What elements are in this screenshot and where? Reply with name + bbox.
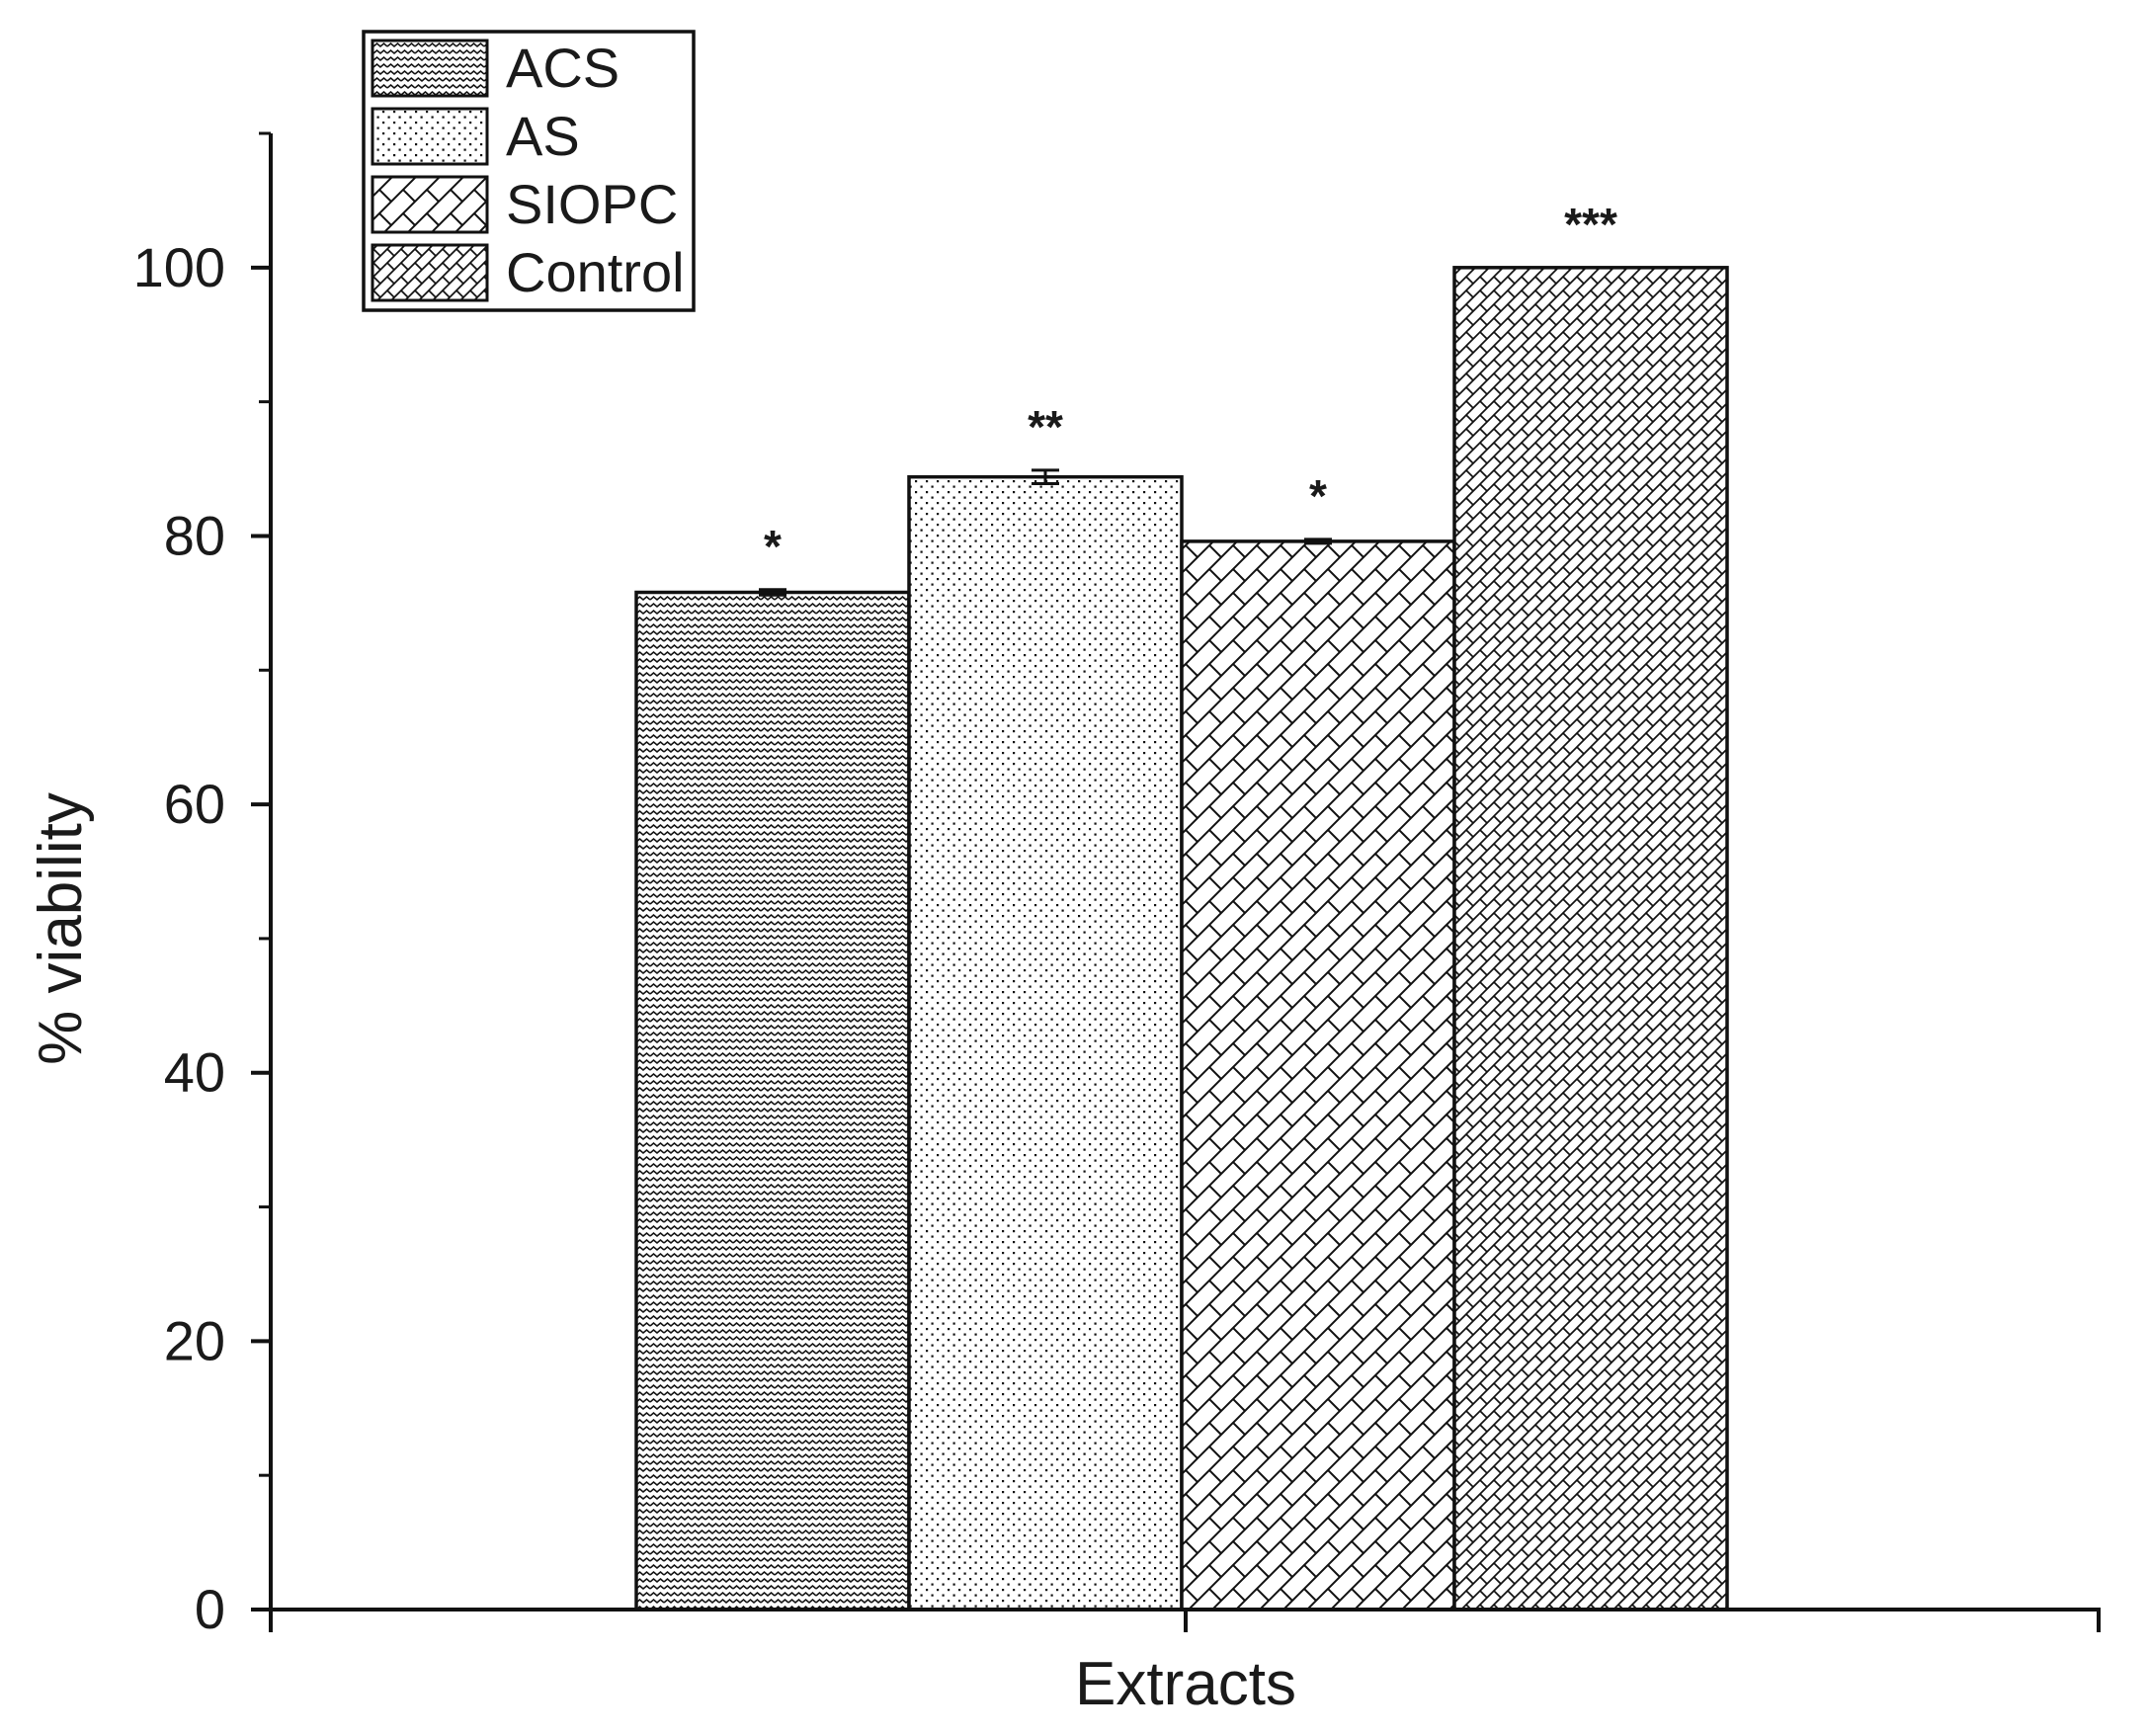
y-axis-title: % viability (27, 792, 95, 1065)
y-ticks-layer: 0 20 40 60 80 100 (133, 131, 271, 1640)
bars-layer (634, 266, 1729, 1612)
significance-labels-layer: ******* (764, 199, 1617, 572)
axes (269, 133, 2101, 1632)
error-bar-siopc (1304, 537, 1332, 545)
y-tick-label: 0 (195, 1578, 225, 1640)
bar-as (907, 474, 1184, 1612)
legend-label-control: Control (506, 241, 685, 303)
y-tick-label: 100 (133, 236, 225, 298)
significance-label-acs: * (764, 521, 782, 572)
legend-label-acs: ACS (506, 37, 620, 99)
bar-siopc (1180, 539, 1456, 1612)
significance-label-as: ** (1028, 401, 1063, 453)
y-tick-label: 20 (164, 1309, 225, 1371)
legend-swatch-siopc (371, 175, 489, 234)
significance-label-control: *** (1564, 199, 1617, 250)
legend-swatch-as (371, 107, 489, 166)
legend-swatch-control (371, 243, 489, 302)
bar-acs (634, 590, 911, 1612)
error-bar-as (1032, 468, 1059, 485)
bar-control (1452, 266, 1729, 1612)
legend-label-as: AS (506, 105, 580, 167)
y-tick-label: 60 (164, 773, 225, 835)
y-tick-label: 80 (164, 504, 225, 566)
error-bars-layer (759, 468, 1332, 597)
legend-swatch-acs (371, 39, 489, 98)
x-axis-category-label: Extracts (1075, 1650, 1296, 1718)
error-bar-acs (759, 588, 786, 597)
y-tick-label: 40 (164, 1041, 225, 1104)
significance-label-siopc: * (1309, 470, 1327, 522)
legend-label-siopc: SIOPC (506, 173, 678, 235)
